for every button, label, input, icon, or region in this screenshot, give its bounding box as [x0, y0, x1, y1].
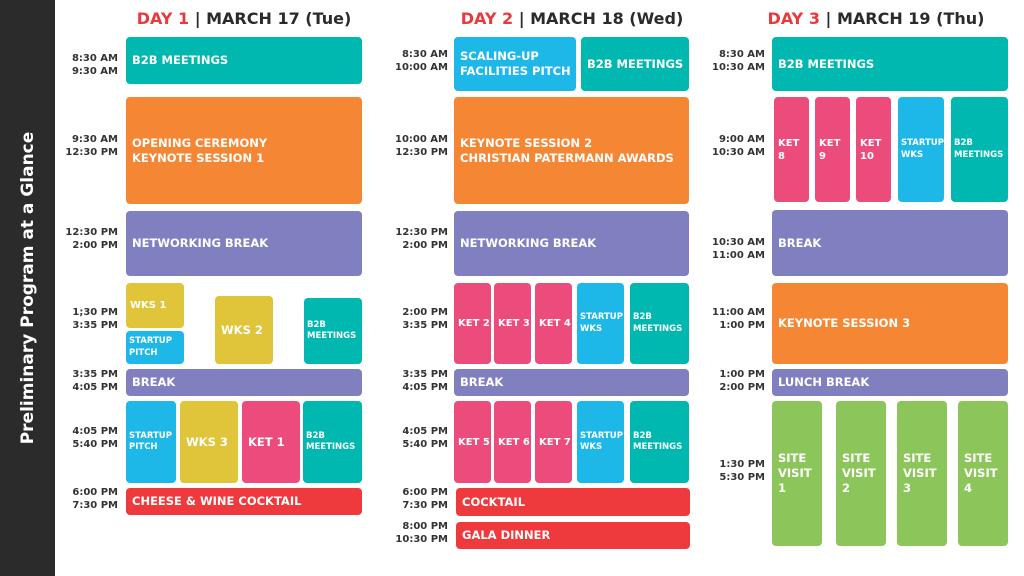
session-block[interactable]: STARTUP PITCH: [126, 331, 184, 364]
day-date: | MARCH 18 (Wed): [518, 9, 684, 28]
session-block[interactable]: KEYNOTE SESSION 2 CHRISTIAN PATERMANN AW…: [454, 97, 689, 204]
session-block[interactable]: STARTUP WKS: [577, 283, 624, 364]
day-date: | MARCH 19 (Thu): [825, 9, 985, 28]
time-slot-label: 10:00 AM 12:30 PM: [394, 134, 448, 158]
time-slot-label: 4:05 PM 5:40 PM: [72, 426, 118, 450]
session-block[interactable]: BREAK: [126, 369, 362, 396]
day-number: DAY 2: [460, 9, 514, 28]
time-slot-label: 10:30 AM 11:00 AM: [711, 237, 765, 261]
day-number: DAY 3: [767, 9, 820, 28]
session-block[interactable]: KEYNOTE SESSION 3: [772, 283, 1008, 364]
session-block[interactable]: KET 4: [535, 283, 572, 364]
session-block[interactable]: GALA DINNER: [456, 522, 690, 549]
day-header: DAY 2 | MARCH 18 (Wed): [461, 9, 684, 28]
session-block[interactable]: KET 6: [494, 401, 531, 483]
session-block[interactable]: KET 5: [454, 401, 491, 483]
time-slot-label: 3:35 PM 4:05 PM: [402, 369, 448, 393]
session-block[interactable]: SITE VISIT 1: [772, 401, 822, 546]
session-block[interactable]: STARTUP WKS: [577, 401, 624, 483]
day-date: | MARCH 17 (Tue): [194, 9, 352, 28]
session-block[interactable]: NETWORKING BREAK: [126, 211, 362, 276]
session-block[interactable]: KET 10: [856, 97, 891, 202]
session-block[interactable]: SITE VISIT 3: [897, 401, 947, 546]
session-block[interactable]: BREAK: [772, 210, 1008, 276]
session-block[interactable]: B2B MEETINGS: [951, 97, 1008, 202]
session-block[interactable]: WKS 2: [215, 296, 273, 364]
session-block[interactable]: NETWORKING BREAK: [454, 211, 689, 276]
day-header: DAY 1 | MARCH 17 (Tue): [137, 9, 352, 28]
session-block[interactable]: KET 8: [774, 97, 809, 202]
time-slot-label: 1;30 PM 3:35 PM: [72, 307, 118, 331]
time-slot-label: 3:35 PM 4:05 PM: [72, 369, 118, 393]
session-block[interactable]: B2B MEETINGS: [772, 37, 1008, 91]
time-slot-label: 4:05 PM 5:40 PM: [402, 426, 448, 450]
time-slot-label: 9:00 AM 10:30 AM: [711, 134, 765, 158]
session-block[interactable]: KET 1: [242, 401, 300, 483]
session-block[interactable]: COCKTAIL: [456, 488, 690, 516]
page-title: Preliminary Program at a Glance: [18, 131, 38, 445]
session-block[interactable]: SITE VISIT 4: [958, 401, 1008, 546]
session-block[interactable]: KET 9: [815, 97, 850, 202]
time-slot-label: 9:30 AM 12:30 PM: [65, 134, 118, 158]
session-block[interactable]: STARTUP WKS: [898, 97, 944, 202]
session-block[interactable]: LUNCH BREAK: [772, 369, 1008, 396]
session-block[interactable]: SCALING-UP FACILITIES PITCH: [454, 37, 576, 91]
session-block[interactable]: B2B MEETINGS: [630, 283, 689, 364]
time-slot-label: 6:00 PM 7:30 PM: [72, 487, 118, 511]
time-slot-label: 8:30 AM 9:30 AM: [71, 53, 118, 77]
time-slot-label: 8:00 PM 10:30 PM: [395, 521, 448, 545]
time-slot-label: 1:00 PM 2:00 PM: [719, 369, 765, 393]
session-block[interactable]: KET 2: [454, 283, 491, 364]
time-slot-label: 11:00 AM 1:00 PM: [711, 307, 765, 331]
session-block[interactable]: WKS 3: [180, 401, 238, 483]
session-block[interactable]: STARTUP PITCH: [126, 401, 176, 483]
sidebar: Preliminary Program at a Glance: [0, 0, 55, 576]
day-header: DAY 3 | MARCH 19 (Thu): [768, 9, 985, 28]
session-block[interactable]: KET 3: [494, 283, 531, 364]
session-block[interactable]: BREAK: [454, 369, 689, 396]
time-slot-label: 6:00 PM 7:30 PM: [402, 487, 448, 511]
session-block[interactable]: B2B MEETINGS: [303, 401, 362, 483]
day-number: DAY 1: [136, 9, 190, 28]
time-slot-label: 12:30 PM 2:00 PM: [65, 227, 118, 251]
session-block[interactable]: OPENING CEREMONY KEYNOTE SESSION 1: [126, 97, 362, 204]
time-slot-label: 12:30 PM 2:00 PM: [395, 227, 448, 251]
session-block[interactable]: CHEESE & WINE COCKTAIL: [126, 488, 362, 515]
session-block[interactable]: B2B MEETINGS: [304, 298, 362, 364]
session-block[interactable]: KET 7: [535, 401, 572, 483]
session-block[interactable]: B2B MEETINGS: [581, 37, 689, 91]
session-block[interactable]: WKS 1: [126, 283, 184, 328]
session-block[interactable]: B2B MEETINGS: [630, 401, 689, 483]
time-slot-label: 8:30 AM 10:00 AM: [394, 49, 448, 73]
time-slot-label: 2:00 PM 3:35 PM: [402, 307, 448, 331]
session-block[interactable]: SITE VISIT 2: [836, 401, 886, 546]
time-slot-label: 1:30 PM 5:30 PM: [719, 459, 765, 483]
session-block[interactable]: B2B MEETINGS: [126, 37, 362, 84]
time-slot-label: 8:30 AM 10:30 AM: [711, 49, 765, 73]
